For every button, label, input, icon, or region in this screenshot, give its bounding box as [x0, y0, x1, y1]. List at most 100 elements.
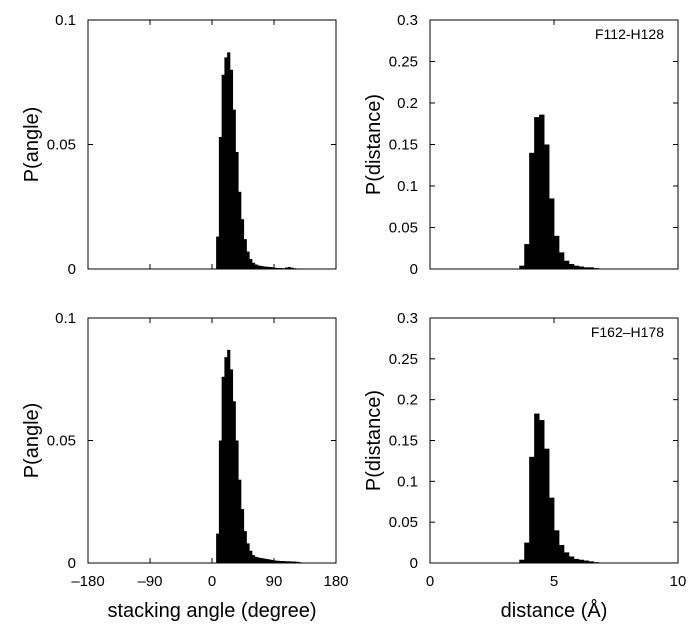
histogram-bar — [251, 555, 256, 563]
histogram-bar — [563, 552, 570, 563]
histogram-bar — [238, 479, 242, 563]
y-tick-label: 0 — [410, 555, 418, 572]
panel-annotation: F162–H178 — [591, 324, 664, 340]
histogram-bar — [257, 557, 261, 563]
histogram-bar — [554, 235, 560, 269]
histogram-bar — [249, 550, 253, 563]
histogram-bar — [568, 556, 575, 563]
y-tick-label: 0.05 — [47, 433, 76, 450]
y-tick-label: 0.2 — [397, 392, 418, 409]
histogram-bar — [285, 561, 289, 563]
histogram-bar — [254, 264, 258, 269]
histogram-bar — [262, 266, 267, 269]
histogram-bar — [578, 559, 585, 563]
histogram-bar — [544, 448, 550, 563]
histogram-bar — [257, 265, 261, 269]
histogram-bar — [254, 556, 258, 564]
y-tick-label: 0 — [68, 261, 76, 278]
panel-top-left: 0 0.05 0.1 P(angle) — [21, 12, 337, 278]
histogram-bar — [218, 440, 223, 563]
y-tick-label: 0.05 — [47, 137, 76, 154]
histogram-bar — [573, 265, 580, 269]
histogram-bar — [583, 267, 590, 269]
histogram-bar — [549, 497, 555, 563]
y-tick-label: 0.05 — [389, 220, 418, 237]
histogram-bar — [235, 440, 239, 563]
y-tick-label: 0.3 — [397, 12, 418, 29]
histogram-bar — [232, 401, 236, 563]
y-tick-label: 0.05 — [389, 514, 418, 531]
histogram-bar — [227, 52, 231, 270]
histogram-bar — [276, 560, 280, 563]
histogram-bar — [524, 542, 530, 563]
histogram-bar — [265, 559, 269, 563]
histogram-bar — [271, 267, 275, 269]
y-tick-label: 0.1 — [397, 178, 418, 195]
histogram-bar — [279, 561, 283, 563]
y-tick-label: 0.25 — [389, 351, 418, 368]
histogram-bar — [240, 509, 245, 563]
histogram-bar — [282, 561, 286, 563]
y-axis-label: P(angle) — [21, 107, 43, 183]
histogram-bar — [578, 266, 585, 269]
panel-annotation: F112-H128 — [595, 26, 664, 42]
y-tick-label: 0 — [68, 555, 76, 572]
histogram-bar — [534, 413, 540, 563]
histogram-bar — [524, 244, 530, 269]
histogram-bar — [268, 267, 272, 269]
histogram-bar — [240, 219, 245, 269]
x-axis-label: distance (Å) — [501, 599, 608, 622]
x-tick-label: 180 — [323, 573, 348, 590]
histogram-bar — [558, 252, 565, 269]
histogram-bar — [243, 239, 247, 269]
panel-bottom-right: 0 0.05 0.1 0.15 0.2 0.25 0.3 0 5 10 P(distance) dis… — [363, 310, 686, 622]
y-axis-label: P(angle) — [21, 403, 43, 479]
histogram-bar — [216, 533, 220, 563]
histogram-bar — [238, 191, 242, 269]
histogram-bar — [554, 530, 560, 563]
histogram-bar — [246, 251, 250, 269]
histogram-bar — [549, 198, 555, 269]
histogram-bar — [290, 267, 294, 269]
histogram-bar — [232, 109, 236, 269]
histogram-bar — [296, 561, 300, 563]
x-tick-label: 0 — [426, 573, 434, 590]
x-tick-label: 0 — [208, 573, 216, 590]
histogram-bar — [539, 420, 545, 563]
histogram-bar — [224, 357, 228, 563]
histogram-bar — [563, 260, 570, 269]
y-tick-label: 0.25 — [389, 54, 418, 71]
histogram-bar — [558, 545, 565, 563]
panel-bottom-left: 0 0.05 0.1 –180 –90 0 90 180 P(angle) stacking an… — [21, 310, 349, 622]
y-tick-label: 0 — [410, 261, 418, 278]
histogram-bar — [519, 265, 525, 269]
y-tick-label: 0.3 — [397, 310, 418, 327]
histogram-bar — [287, 561, 291, 563]
histogram-bar — [274, 560, 278, 563]
histogram-bar — [251, 262, 256, 269]
histogram-bar — [224, 57, 228, 269]
histogram-bar — [568, 264, 575, 269]
histogram-bar — [218, 137, 223, 269]
histogram-bar — [229, 369, 234, 563]
y-tick-label: 0.1 — [55, 310, 76, 327]
panel-top-right: 0 0.05 0.1 0.15 0.2 0.25 0.3 P(distance) F112-H1… — [363, 12, 679, 278]
histogram-bar — [221, 376, 225, 563]
x-tick-label: 5 — [550, 573, 558, 590]
histogram-bar — [285, 267, 289, 269]
histogram-bar — [249, 259, 253, 269]
histogram-bar — [268, 559, 272, 563]
x-tick-label: 10 — [670, 573, 687, 590]
histogram-bar — [243, 531, 247, 563]
histogram-bar — [246, 543, 250, 563]
histogram-bar — [287, 267, 291, 269]
histogram-bar — [588, 267, 595, 269]
y-axis-label: P(distance) — [363, 94, 385, 195]
histogram-bar — [260, 266, 264, 269]
histogram-bar — [583, 560, 590, 563]
axes-frame — [87, 19, 337, 270]
x-tick-label: 90 — [266, 573, 283, 590]
histogram-bar — [227, 349, 231, 563]
y-tick-label: 0.1 — [55, 12, 76, 29]
